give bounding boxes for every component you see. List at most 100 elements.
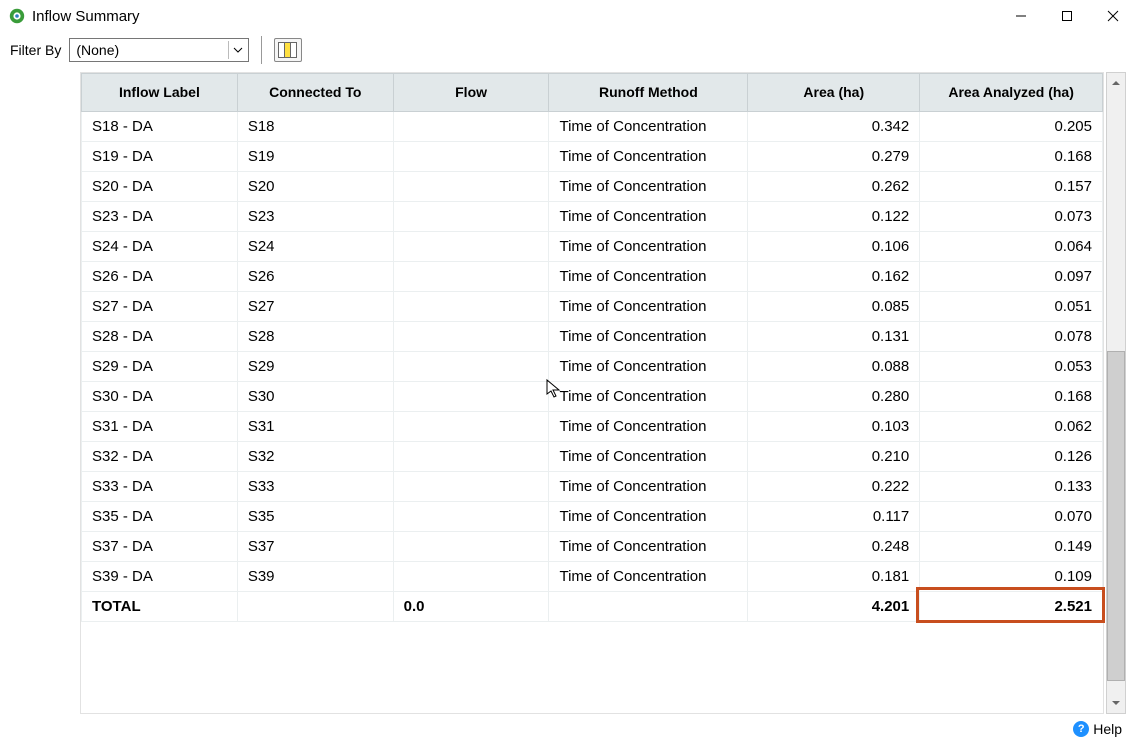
cell-area[interactable]: 0.131 — [748, 321, 920, 351]
cell-label[interactable]: S24 - DA — [82, 231, 238, 261]
cell-flow[interactable] — [393, 261, 549, 291]
cell-method[interactable]: Time of Concentration — [549, 471, 748, 501]
column-chooser-button[interactable] — [274, 38, 302, 62]
cell-flow[interactable] — [393, 531, 549, 561]
table-row[interactable]: S28 - DAS28Time of Concentration0.1310.0… — [82, 321, 1103, 351]
cell-connected[interactable]: S26 — [237, 261, 393, 291]
cell-flow[interactable] — [393, 231, 549, 261]
cell-connected[interactable]: S30 — [237, 381, 393, 411]
cell-connected[interactable]: S35 — [237, 501, 393, 531]
col-header[interactable]: Runoff Method — [549, 74, 748, 112]
maximize-button[interactable] — [1044, 0, 1090, 32]
cell-area[interactable]: 0.181 — [748, 561, 920, 591]
col-header[interactable]: Flow — [393, 74, 549, 112]
cell-flow[interactable] — [393, 351, 549, 381]
cell-label[interactable]: TOTAL — [82, 591, 238, 621]
cell-method[interactable]: Time of Concentration — [549, 201, 748, 231]
cell-flow[interactable] — [393, 171, 549, 201]
cell-connected[interactable]: S29 — [237, 351, 393, 381]
cell-area[interactable]: 0.248 — [748, 531, 920, 561]
vertical-scrollbar[interactable] — [1106, 72, 1126, 714]
cell-connected[interactable]: S27 — [237, 291, 393, 321]
cell-connected[interactable]: S39 — [237, 561, 393, 591]
scroll-thumb[interactable] — [1107, 351, 1125, 681]
cell-method[interactable]: Time of Concentration — [549, 111, 748, 141]
cell-area-analyzed[interactable]: 0.062 — [920, 411, 1103, 441]
cell-method[interactable]: Time of Concentration — [549, 321, 748, 351]
col-header[interactable]: Inflow Label — [82, 74, 238, 112]
cell-area-analyzed[interactable]: 0.078 — [920, 321, 1103, 351]
minimize-button[interactable] — [998, 0, 1044, 32]
cell-connected[interactable]: S19 — [237, 141, 393, 171]
cell-method[interactable]: Time of Concentration — [549, 351, 748, 381]
table-row[interactable]: S30 - DAS30Time of Concentration0.2800.1… — [82, 381, 1103, 411]
filter-by-select[interactable]: (None) — [69, 38, 249, 62]
cell-area-analyzed[interactable]: 0.126 — [920, 441, 1103, 471]
cell-label[interactable]: S37 - DA — [82, 531, 238, 561]
cell-flow[interactable] — [393, 471, 549, 501]
cell-method[interactable]: Time of Concentration — [549, 381, 748, 411]
table-row[interactable]: S31 - DAS31 Time of Concentration0.1030.0… — [82, 411, 1103, 441]
cell-method[interactable]: Time of Concentration — [549, 441, 748, 471]
col-header[interactable]: Area Analyzed (ha) — [920, 74, 1103, 112]
cell-label[interactable]: S18 - DA — [82, 111, 238, 141]
cell-label[interactable]: S35 - DA — [82, 501, 238, 531]
cell-method[interactable]: Time of Concentration — [549, 501, 748, 531]
table-row[interactable]: S39 - DAS39Time of Concentration0.1810.1… — [82, 561, 1103, 591]
table-row[interactable]: S19 - DAS19Time of Concentration0.2790.1… — [82, 141, 1103, 171]
cell-area-analyzed[interactable]: 0.053 — [920, 351, 1103, 381]
inflow-table[interactable]: Inflow Label Connected To Flow Runoff Me… — [81, 73, 1103, 622]
cell-area[interactable]: 0.262 — [748, 171, 920, 201]
cell-area[interactable]: 0.088 — [748, 351, 920, 381]
cell-flow[interactable] — [393, 411, 549, 441]
cell-method[interactable]: Time of Concentration — [549, 141, 748, 171]
help-icon[interactable]: ? — [1073, 721, 1089, 737]
cell-label[interactable]: S31 - DA — [82, 411, 238, 441]
cell-area[interactable]: 0.280 — [748, 381, 920, 411]
table-row[interactable]: S37 - DAS37Time of Concentration0.2480.1… — [82, 531, 1103, 561]
cell-flow[interactable] — [393, 291, 549, 321]
cell-label[interactable]: S29 - DA — [82, 351, 238, 381]
cell-flow[interactable] — [393, 561, 549, 591]
cell-area-analyzed[interactable]: 2.521 — [920, 591, 1103, 621]
table-row[interactable]: S18 - DAS18Time of Concentration0.3420.2… — [82, 111, 1103, 141]
cell-label[interactable]: S32 - DA — [82, 441, 238, 471]
cell-area-analyzed[interactable]: 0.168 — [920, 381, 1103, 411]
cell-area-analyzed[interactable]: 0.109 — [920, 561, 1103, 591]
cell-area[interactable]: 0.085 — [748, 291, 920, 321]
help-link[interactable]: Help — [1093, 721, 1122, 737]
cell-area[interactable]: 0.103 — [748, 411, 920, 441]
table-row[interactable]: S26 - DAS26Time of Concentration0.1620.0… — [82, 261, 1103, 291]
cell-flow[interactable] — [393, 141, 549, 171]
cell-method[interactable] — [549, 591, 748, 621]
table-row[interactable]: S27 - DAS27Time of Concentration0.0850.0… — [82, 291, 1103, 321]
cell-label[interactable]: S27 - DA — [82, 291, 238, 321]
cell-connected[interactable]: S31 — [237, 411, 393, 441]
cell-area-analyzed[interactable]: 0.168 — [920, 141, 1103, 171]
cell-area-analyzed[interactable]: 0.070 — [920, 501, 1103, 531]
cell-method[interactable]: Time of Concentration — [549, 561, 748, 591]
cell-flow[interactable] — [393, 381, 549, 411]
table-row[interactable]: S29 - DAS29 Time of Concentration0.0880.0… — [82, 351, 1103, 381]
cell-connected[interactable]: S33 — [237, 471, 393, 501]
cell-method[interactable]: Time of Concentration — [549, 411, 748, 441]
cell-flow[interactable] — [393, 441, 549, 471]
cell-flow[interactable]: 0.0 — [393, 591, 549, 621]
cell-area[interactable]: 0.222 — [748, 471, 920, 501]
cell-area[interactable]: 0.106 — [748, 231, 920, 261]
cell-area[interactable]: 0.210 — [748, 441, 920, 471]
cell-method[interactable]: Time of Concentration — [549, 231, 748, 261]
cell-flow[interactable] — [393, 201, 549, 231]
cell-area[interactable]: 4.201 — [748, 591, 920, 621]
close-button[interactable] — [1090, 0, 1136, 32]
scroll-up-button[interactable] — [1107, 73, 1125, 93]
cell-area-analyzed[interactable]: 0.205 — [920, 111, 1103, 141]
cell-method[interactable]: Time of Concentration — [549, 531, 748, 561]
cell-area-analyzed[interactable]: 0.149 — [920, 531, 1103, 561]
table-row[interactable]: S23 - DAS23Time of Concentration0.1220.0… — [82, 201, 1103, 231]
cell-connected[interactable] — [237, 591, 393, 621]
cell-flow[interactable] — [393, 321, 549, 351]
cell-connected[interactable]: S24 — [237, 231, 393, 261]
cell-label[interactable]: S20 - DA — [82, 171, 238, 201]
cell-area[interactable]: 0.117 — [748, 501, 920, 531]
